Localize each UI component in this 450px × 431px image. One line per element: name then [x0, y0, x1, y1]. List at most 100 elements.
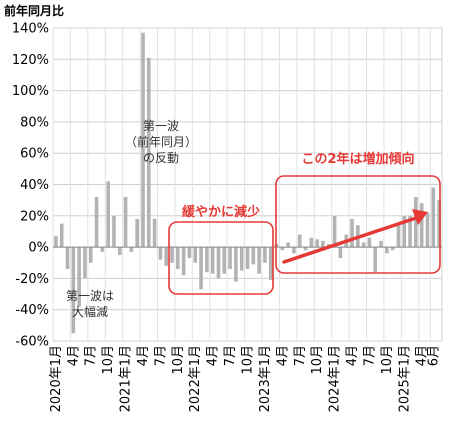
y-tick-label: 100% — [12, 84, 49, 99]
bar — [106, 181, 110, 248]
grid — [52, 27, 443, 342]
x-tick-label: 4月 — [206, 345, 221, 366]
y-tick-labels: -60% -40% -20% 0% 20% 40% 60% 80% 100% 120% 140% — [12, 22, 49, 350]
bar — [210, 247, 215, 274]
x-tick-label: 4月 — [66, 345, 81, 366]
bar — [65, 247, 70, 270]
bar — [263, 247, 267, 263]
bar — [152, 218, 157, 248]
bar — [164, 247, 169, 266]
x-tick-label: 4月 — [136, 345, 151, 366]
y-tick-label: -60% — [15, 335, 49, 350]
x-tick-label: 10月 — [171, 345, 186, 375]
bar — [286, 242, 290, 248]
bar — [437, 200, 441, 248]
bar — [280, 247, 285, 251]
y-tick-label: 80% — [20, 115, 49, 130]
bar — [135, 218, 139, 248]
bar — [332, 215, 337, 248]
bar — [292, 247, 296, 254]
x-tick-label: 10月 — [241, 345, 256, 375]
bar — [361, 242, 366, 248]
decline-annotation: 緩やかに減少 — [182, 204, 260, 220]
bar — [321, 240, 325, 248]
bar — [123, 197, 128, 248]
bar — [396, 225, 401, 248]
bar — [309, 237, 314, 248]
bar — [251, 247, 256, 265]
increase-annotation: この2年は増加傾向 — [301, 151, 414, 167]
y-tick-label: 0% — [28, 241, 49, 256]
x-tick-label: 2023年1月 — [258, 345, 273, 412]
x-tick-label: 2022年1月 — [188, 345, 203, 412]
y-tick-label: 120% — [12, 53, 49, 68]
bar — [234, 247, 238, 282]
bar — [54, 236, 58, 248]
x-tick-label: 10月 — [380, 345, 395, 375]
bar — [176, 247, 180, 270]
bar — [350, 218, 354, 248]
bar — [268, 247, 273, 280]
bar — [94, 197, 99, 248]
bar — [431, 187, 436, 248]
x-tick-label: 7月 — [293, 345, 308, 366]
bar — [303, 247, 308, 251]
bar — [239, 247, 244, 271]
trend-arrow-head — [412, 209, 428, 225]
bars — [53, 32, 442, 334]
bar — [141, 32, 145, 248]
y-tick-label: -40% — [15, 303, 49, 318]
x-tick-label: 10月 — [310, 345, 325, 375]
bar — [146, 57, 151, 248]
bar — [390, 247, 395, 251]
bar — [216, 247, 221, 279]
bar — [199, 247, 203, 290]
bar — [367, 237, 372, 248]
bar — [315, 239, 319, 248]
x-tick-label: 4月 — [345, 345, 360, 366]
x-tick-label: 7月 — [153, 345, 168, 366]
y-tick-label: 40% — [20, 178, 49, 193]
increase-highlight-box — [275, 175, 441, 274]
x-tick-label: 2021年1月 — [119, 345, 134, 412]
drop-annotation: 第一波は — [66, 289, 114, 303]
y-axis-title: 前年同月比 — [4, 3, 64, 18]
bar — [117, 247, 122, 255]
rebound-annotation: （前年同月） — [125, 134, 197, 149]
bar — [408, 215, 412, 248]
bar — [187, 247, 192, 259]
bar — [419, 203, 424, 248]
x-tick-label: 7月 — [223, 345, 238, 366]
bar — [77, 247, 81, 307]
bar — [205, 247, 209, 273]
x-tick-label: 7月 — [84, 345, 99, 366]
drop-annotation: 大幅減 — [72, 304, 108, 319]
bar — [181, 247, 186, 276]
x-tick-label: 7月 — [362, 345, 377, 366]
x-tick-label: 2020年1月 — [49, 345, 64, 412]
rebound-annotation: の反動 — [143, 151, 179, 165]
bar — [158, 247, 163, 260]
x-tick-labels: 2020年1月 4月 7月 10月 2021年1月 4月 7月 10月 2022年1月 4月 7月 1… — [49, 345, 441, 412]
y-tick-label: 20% — [20, 209, 49, 224]
bar — [193, 247, 198, 263]
bar — [379, 240, 383, 248]
y-tick-label: 60% — [20, 147, 49, 162]
bar — [228, 247, 232, 270]
bar — [170, 247, 174, 263]
bar — [71, 247, 76, 334]
bar — [83, 247, 87, 279]
x-tick-label: 2025年1月 — [397, 345, 412, 412]
x-tick-label: 6月 — [426, 345, 441, 366]
rebound-annotation: 第一波 — [143, 119, 179, 133]
bar — [414, 197, 418, 248]
bar — [385, 247, 389, 254]
x-tick-label: 10月 — [101, 345, 116, 375]
trend-arrow — [282, 216, 418, 264]
bar — [59, 223, 64, 248]
bar — [88, 247, 93, 263]
x-tick-label: 4月 — [415, 345, 430, 366]
bar — [425, 212, 430, 248]
